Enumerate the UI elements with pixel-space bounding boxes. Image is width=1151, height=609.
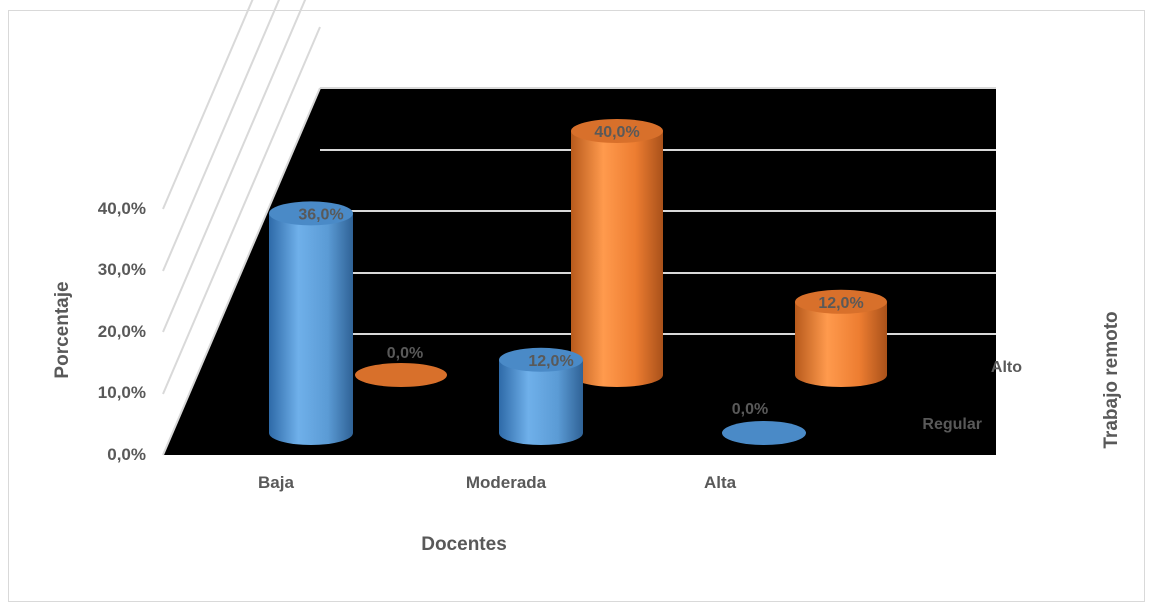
y-axis-title: Porcentaje xyxy=(52,281,73,378)
data-label-alto-moderada: 40,0% xyxy=(594,124,639,141)
data-label-alto-baja: 0,0% xyxy=(387,345,423,362)
bar-regular-alta xyxy=(722,421,806,445)
y-tick-0: 0,0% xyxy=(107,445,146,464)
bar-alto-baja xyxy=(355,363,447,387)
x-tick-baja: Baja xyxy=(258,473,294,492)
data-label-regular-baja: 36,0% xyxy=(298,206,343,223)
y-tick-20: 20,0% xyxy=(98,322,146,341)
bar-regular-baja xyxy=(269,201,353,445)
z-tick-alto: Alto xyxy=(991,359,1022,376)
z-tick-regular: Regular xyxy=(922,416,982,433)
gridline-side-1 xyxy=(162,26,321,395)
data-labels: 0,0% 40,0% 12,0% 36,0% 12,0% 0,0% xyxy=(298,124,863,418)
bar-regular-baja-base xyxy=(269,421,353,445)
x-tick-alta: Alta xyxy=(704,473,737,492)
bar-alto-moderada-top xyxy=(571,119,663,143)
bar-alto-moderada-body xyxy=(571,131,663,375)
data-label-regular-alta: 0,0% xyxy=(732,401,768,418)
data-label-regular-moderada: 12,0% xyxy=(528,353,573,370)
bar-regular-alta-top xyxy=(722,421,806,445)
bar-alto-alta-base xyxy=(795,363,887,387)
x-axis-ticks: Baja Moderada Alta xyxy=(258,473,737,492)
bar-alto-alta xyxy=(795,289,887,387)
bar-alto-alta-top xyxy=(795,289,887,314)
bar-regular-moderada-top xyxy=(499,347,583,372)
gridline-side-2 xyxy=(162,0,307,333)
data-label-alto-alta: 12,0% xyxy=(818,295,863,312)
bar-regular-baja-body xyxy=(269,213,353,433)
bar-regular-baja-top xyxy=(269,201,353,226)
x-axis-title: Docentes xyxy=(421,534,507,555)
gridline-side-0 xyxy=(162,87,321,456)
bar-alto-baja-top xyxy=(355,363,447,387)
y-tick-40: 40,0% xyxy=(98,199,146,218)
x-tick-moderada: Moderada xyxy=(466,473,547,492)
y-axis-ticks: 0,0% 10,0% 20,0% 30,0% 40,0% xyxy=(98,199,146,464)
bar-alto-moderada xyxy=(571,119,663,387)
y-tick-10: 10,0% xyxy=(98,383,146,402)
series-alto xyxy=(355,119,887,387)
bar-alto-alta-body xyxy=(795,301,887,375)
bar-regular-moderada-base xyxy=(499,421,583,445)
gridline-side-3 xyxy=(162,0,281,272)
z-axis-title: Trabajo remoto xyxy=(1101,311,1122,448)
y-tick-30: 30,0% xyxy=(98,260,146,279)
bar-alto-moderada-base xyxy=(571,363,663,387)
bar-regular-moderada-body xyxy=(499,359,583,433)
bar-regular-moderada xyxy=(499,347,583,445)
series-regular xyxy=(269,201,806,445)
gridline-side-4 xyxy=(162,0,254,210)
